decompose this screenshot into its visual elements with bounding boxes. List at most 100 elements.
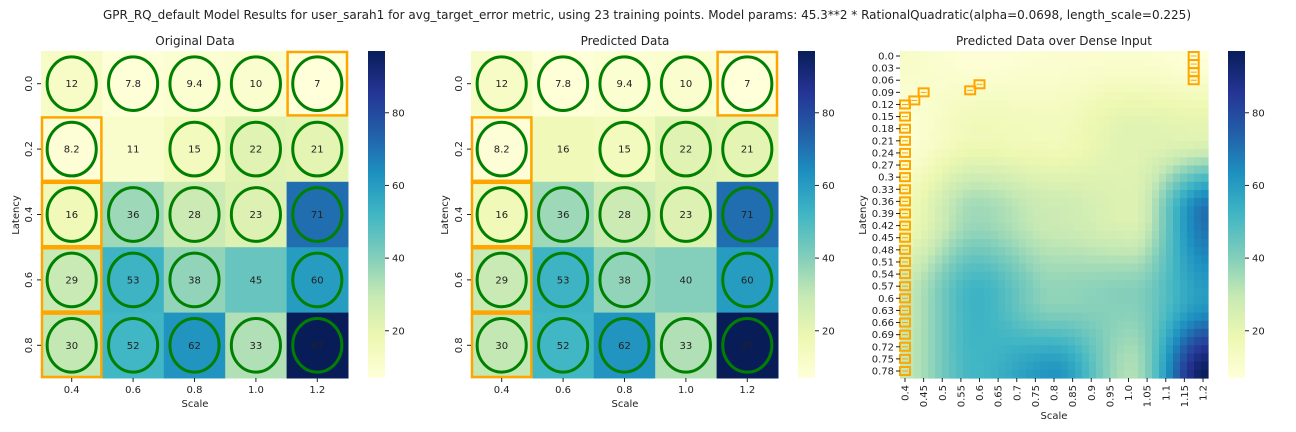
dense-cell	[1096, 296, 1104, 306]
dense-cell	[1138, 189, 1146, 199]
dense-cell	[1089, 91, 1097, 101]
dense-cell	[984, 361, 992, 371]
highlight-box	[470, 116, 533, 183]
dense-cell	[1145, 149, 1153, 158]
dense-cell	[1075, 132, 1083, 142]
dense-cell	[1082, 239, 1090, 248]
dense-cell	[1159, 279, 1167, 289]
dense-cell	[963, 116, 971, 126]
dense-cell	[970, 312, 978, 322]
dense-cell	[1096, 255, 1104, 265]
dense-cell	[949, 353, 957, 363]
dense-cell	[956, 263, 964, 273]
heatmap-cell	[286, 181, 349, 248]
heatmap-cell	[716, 181, 779, 248]
training-point-circle	[45, 316, 98, 374]
dense-cell	[949, 108, 957, 117]
dense-cell	[935, 304, 943, 314]
dense-cell	[1019, 132, 1027, 142]
heatmap-cell	[655, 181, 718, 248]
dense-cell	[1033, 108, 1041, 117]
dense-cell	[907, 83, 915, 93]
dense-cell	[998, 173, 1006, 183]
y-tick-label: 0.42	[872, 221, 894, 232]
dense-cell	[1124, 59, 1132, 68]
dense-cell	[928, 271, 936, 281]
dense-cell	[1180, 149, 1188, 158]
dense-cell	[1103, 271, 1111, 281]
dense-cell	[956, 173, 964, 183]
heatmap-cell	[102, 116, 165, 183]
dense-cell	[1131, 345, 1139, 355]
dense-cell	[1124, 320, 1132, 330]
y-tick-label: 0.63	[872, 306, 894, 317]
dense-cell	[1047, 239, 1055, 248]
heatmap-cell	[532, 181, 595, 248]
dense-cell	[984, 116, 992, 126]
dense-cell	[1005, 312, 1013, 322]
training-point-circle	[107, 55, 160, 113]
dense-cell	[970, 247, 978, 256]
dense-cell	[935, 51, 943, 60]
dense-cell	[914, 239, 922, 248]
y-tick-label: 0.4	[454, 207, 465, 223]
dense-cell	[1096, 157, 1104, 167]
dense-cell	[1138, 296, 1146, 306]
dense-cell	[984, 312, 992, 322]
dense-cell	[1201, 279, 1209, 289]
dense-cell	[921, 206, 929, 216]
colorbar-tick-label: 60	[392, 181, 405, 192]
dense-cell	[1089, 67, 1097, 77]
dense-cell	[991, 296, 999, 306]
dense-cell	[1131, 67, 1139, 77]
y-tick-label: 0.09	[872, 88, 894, 99]
dense-cell	[942, 91, 950, 101]
dense-cell	[1026, 181, 1034, 191]
dense-cell	[935, 271, 943, 281]
dense-cell	[1152, 67, 1160, 77]
dense-cell	[956, 189, 964, 199]
dense-cell	[1166, 189, 1174, 199]
dense-cell	[1033, 206, 1041, 216]
dense-cell	[1194, 353, 1202, 363]
dense-cell	[1110, 337, 1118, 346]
dense-cell	[1089, 361, 1097, 371]
dense-cell	[914, 361, 922, 371]
dense-cell	[1033, 116, 1041, 126]
dense-cell	[1145, 337, 1153, 346]
heatmap-cell	[102, 312, 165, 379]
dense-cell	[928, 116, 936, 126]
dense-cell	[1047, 100, 1055, 109]
dense-cell	[1173, 353, 1181, 363]
dense-cell	[1110, 100, 1118, 109]
dense-cell	[1187, 263, 1195, 273]
dense-cell	[907, 59, 915, 68]
dense-cell	[1194, 247, 1202, 256]
dense-cell	[1180, 247, 1188, 256]
dense-cell	[1152, 353, 1160, 363]
dense-cell	[1194, 198, 1202, 207]
dense-cell	[1152, 345, 1160, 355]
dense-cell	[942, 239, 950, 248]
dense-cell	[1173, 132, 1181, 142]
dense-cell	[977, 165, 985, 175]
dense-cell	[970, 304, 978, 314]
dense-cell	[1012, 239, 1020, 248]
dense-cell	[1040, 51, 1048, 60]
dense-cell	[921, 198, 929, 207]
dense-cell	[1068, 369, 1076, 379]
dense-cell	[1166, 361, 1174, 371]
dense-cell	[921, 173, 929, 183]
dense-cell	[1187, 100, 1195, 109]
dense-cell	[935, 312, 943, 322]
dense-cell	[1005, 247, 1013, 256]
dense-cell	[1005, 181, 1013, 191]
y-tick-label: 0.6	[454, 272, 465, 288]
dense-cell	[1068, 255, 1076, 265]
dense-cell	[970, 369, 978, 379]
dense-cell	[1005, 353, 1013, 363]
dense-cell	[991, 91, 999, 101]
dense-cell	[1061, 165, 1069, 175]
